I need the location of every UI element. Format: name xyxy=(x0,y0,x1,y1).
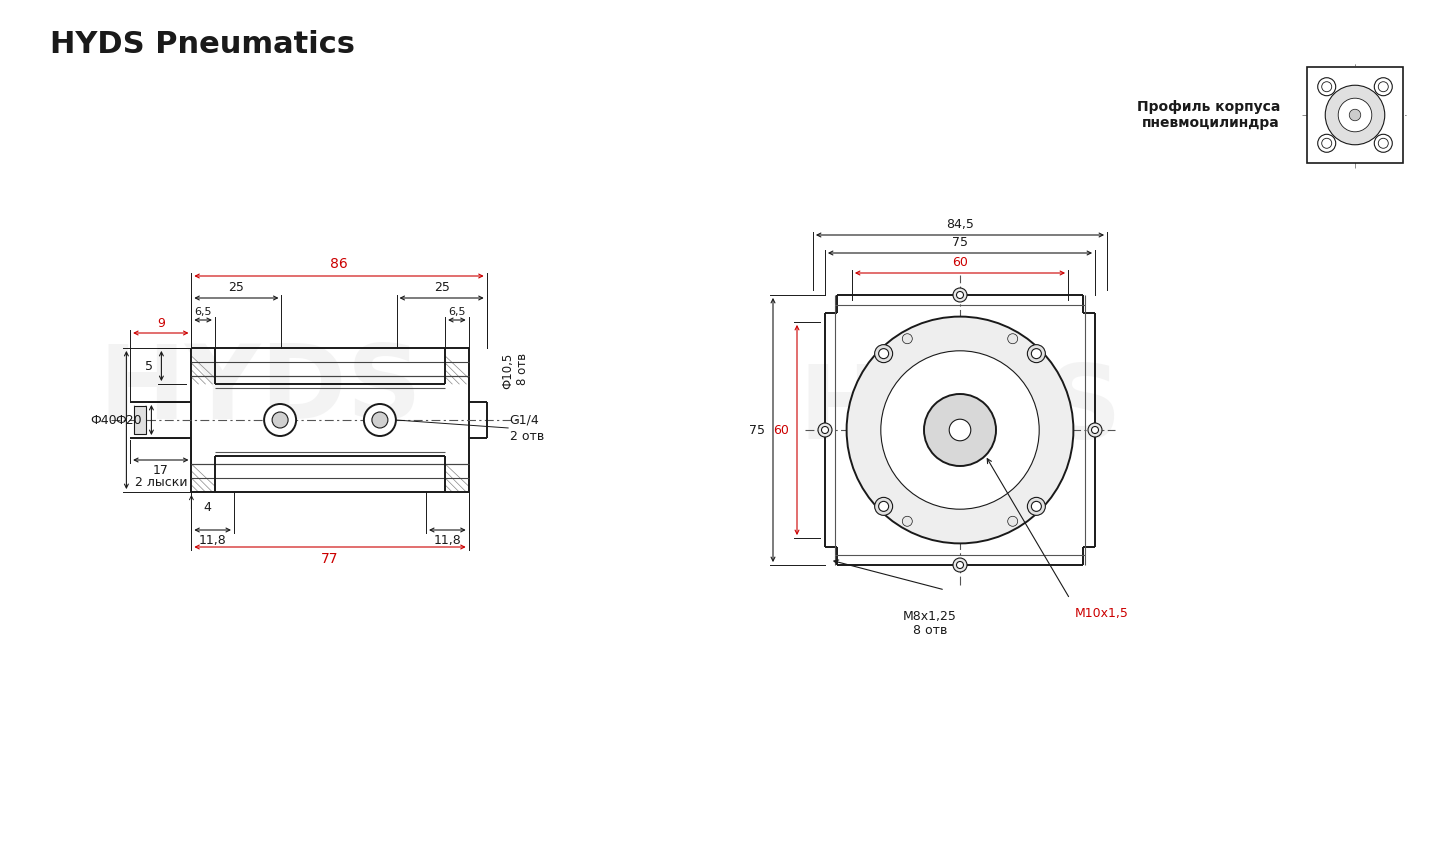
Text: HYDS Pneumatics: HYDS Pneumatics xyxy=(49,30,355,59)
Circle shape xyxy=(1322,139,1331,148)
Circle shape xyxy=(879,348,889,359)
Circle shape xyxy=(902,334,912,343)
Text: 25: 25 xyxy=(434,281,449,294)
Text: HYDS: HYDS xyxy=(798,360,1122,461)
Circle shape xyxy=(902,516,912,526)
Text: Ф10,5: Ф10,5 xyxy=(502,353,515,389)
Circle shape xyxy=(874,344,893,363)
Bar xyxy=(135,405,146,434)
Circle shape xyxy=(1338,99,1372,132)
Text: M10x1,5: M10x1,5 xyxy=(1074,607,1130,620)
Circle shape xyxy=(1318,134,1335,152)
Text: 8 отв: 8 отв xyxy=(914,624,947,637)
Circle shape xyxy=(1375,77,1392,96)
Text: 2 лыски: 2 лыски xyxy=(135,476,187,489)
Text: 86: 86 xyxy=(331,257,348,271)
Text: HYDS: HYDS xyxy=(99,339,422,440)
Text: 60: 60 xyxy=(773,423,789,437)
Circle shape xyxy=(1028,497,1045,515)
Bar xyxy=(1306,67,1404,163)
Circle shape xyxy=(950,419,972,441)
Text: Ф40: Ф40 xyxy=(90,413,116,427)
Circle shape xyxy=(1008,516,1018,526)
Circle shape xyxy=(818,423,832,437)
Circle shape xyxy=(1008,334,1018,343)
Circle shape xyxy=(1325,85,1385,144)
Circle shape xyxy=(879,502,889,512)
Circle shape xyxy=(264,404,296,436)
Text: 6,5: 6,5 xyxy=(194,307,212,317)
Circle shape xyxy=(1088,423,1102,437)
Circle shape xyxy=(880,351,1040,509)
Text: 11,8: 11,8 xyxy=(199,534,226,547)
Circle shape xyxy=(1031,502,1041,512)
Text: 84,5: 84,5 xyxy=(945,218,974,231)
Text: Ф20: Ф20 xyxy=(115,413,142,427)
Circle shape xyxy=(1031,348,1041,359)
Text: 2 отв: 2 отв xyxy=(509,429,544,443)
Circle shape xyxy=(1318,77,1335,96)
Text: M8x1,25: M8x1,25 xyxy=(903,610,957,623)
Circle shape xyxy=(1379,139,1388,148)
Text: 4: 4 xyxy=(203,501,212,513)
Circle shape xyxy=(822,427,828,434)
Circle shape xyxy=(874,497,893,515)
Text: 60: 60 xyxy=(953,256,969,269)
Circle shape xyxy=(953,558,967,572)
Circle shape xyxy=(1379,82,1388,92)
Circle shape xyxy=(371,412,389,428)
Text: G1/4: G1/4 xyxy=(509,413,539,427)
Circle shape xyxy=(957,292,963,298)
Circle shape xyxy=(953,288,967,302)
Circle shape xyxy=(924,394,996,466)
Text: 6,5: 6,5 xyxy=(448,307,465,317)
Text: 77: 77 xyxy=(322,552,339,566)
Circle shape xyxy=(957,562,963,569)
Text: 9: 9 xyxy=(157,317,165,330)
Circle shape xyxy=(1350,110,1360,121)
Text: 25: 25 xyxy=(229,281,245,294)
Text: 11,8: 11,8 xyxy=(434,534,461,547)
Circle shape xyxy=(1375,134,1392,152)
Text: 17: 17 xyxy=(152,464,168,477)
Circle shape xyxy=(1092,427,1099,434)
Circle shape xyxy=(1322,82,1331,92)
Circle shape xyxy=(1028,344,1045,363)
Text: 75: 75 xyxy=(953,236,969,249)
Circle shape xyxy=(364,404,396,436)
Text: 8 отв: 8 отв xyxy=(516,353,529,385)
Circle shape xyxy=(847,316,1073,543)
Text: 5: 5 xyxy=(145,360,154,372)
Text: Профиль корпуса
пневмоцилиндра: Профиль корпуса пневмоцилиндра xyxy=(1137,100,1280,130)
Circle shape xyxy=(273,412,289,428)
Text: 75: 75 xyxy=(750,423,766,437)
